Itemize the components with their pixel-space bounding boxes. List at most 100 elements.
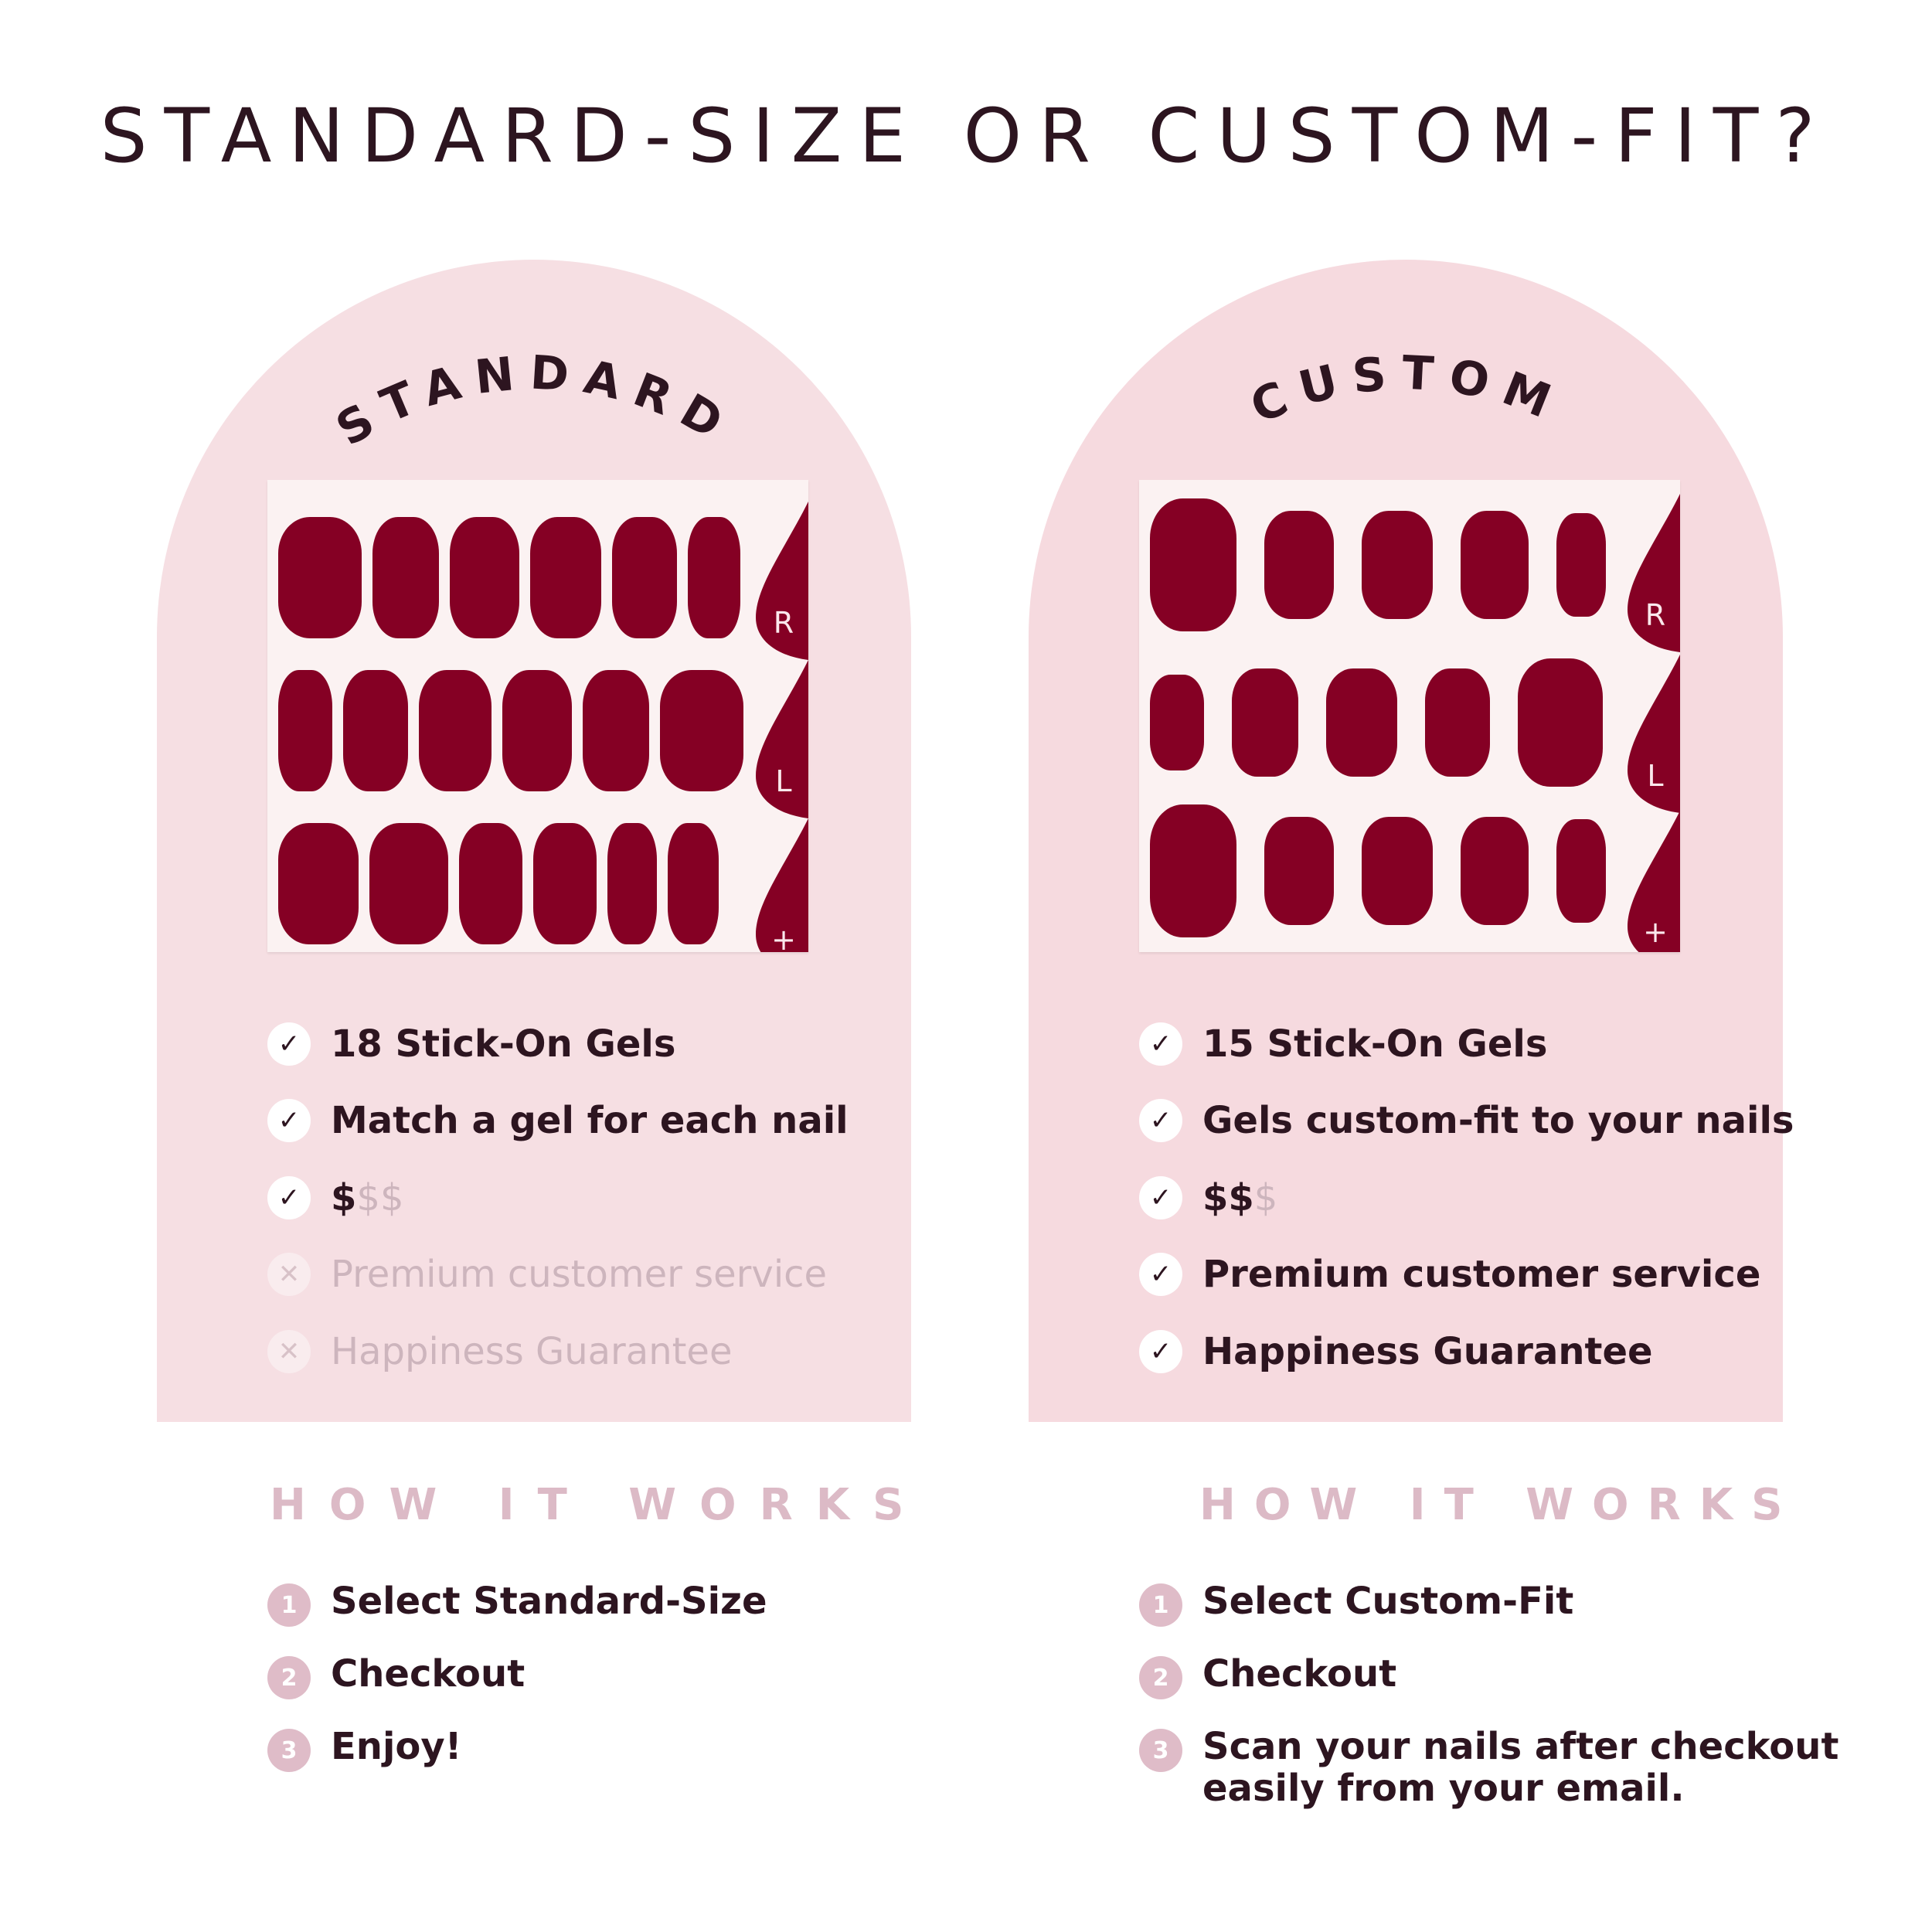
- step-number-badge: 3: [1139, 1729, 1182, 1772]
- custom-feature-list: ✓ 15 Stick-On Gels ✓ Gels custom-fit to yo…: [1139, 1005, 1794, 1390]
- price-active: $: [331, 1175, 357, 1219]
- nail-gel: [612, 517, 677, 638]
- feature-item: ✓ Gels custom-fit to your nails: [1139, 1083, 1794, 1160]
- step-text: Checkout: [1202, 1652, 1397, 1696]
- feature-text: Happiness Guarantee: [331, 1329, 733, 1373]
- feature-item: ✕ Premium customer service: [267, 1236, 849, 1314]
- cuticle-tab: [756, 818, 808, 952]
- nail-gel: [1556, 513, 1606, 617]
- custom-how-it-works-heading: HOW IT WORKS: [1199, 1480, 1801, 1530]
- feature-item: ✓ $$$: [267, 1159, 849, 1236]
- feature-text: Gels custom-fit to your nails: [1202, 1099, 1794, 1143]
- check-icon: ✓: [1139, 1329, 1182, 1373]
- nail-gel: [1150, 804, 1236, 937]
- feature-text: 15 Stick-On Gels: [1202, 1022, 1548, 1066]
- step-number-badge: 3: [267, 1729, 311, 1772]
- x-icon: ✕: [267, 1253, 311, 1297]
- check-icon: ✓: [1139, 1253, 1182, 1297]
- custom-label: CUSTOM: [1243, 346, 1557, 434]
- nail-gel: [459, 823, 522, 944]
- price-level: $$$: [1202, 1176, 1277, 1219]
- price-level: $$$: [331, 1176, 403, 1219]
- step-text: Scan your nails after checkout easily fr…: [1202, 1725, 1839, 1810]
- custom-nail-sheet: R L +: [1139, 480, 1680, 952]
- nail-gel: [1461, 511, 1529, 619]
- nail-gel: [530, 517, 601, 638]
- nail-gel: [533, 823, 597, 944]
- cuticle-tab: [1628, 655, 1680, 813]
- check-icon: ✓: [267, 1175, 311, 1219]
- nail-gel: [369, 823, 448, 944]
- nail-gel: [502, 670, 572, 791]
- check-icon: ✓: [1139, 1022, 1182, 1066]
- nail-gel: [668, 823, 719, 944]
- step-item: 3 Scan your nails after checkout easily f…: [1139, 1726, 1838, 1809]
- nail-gel: [688, 517, 740, 638]
- step-number-badge: 2: [267, 1656, 311, 1699]
- nail-gel: [1362, 511, 1433, 619]
- price-active: $$: [1202, 1175, 1254, 1219]
- nail-gel: [1461, 817, 1529, 925]
- nail-gel: [660, 670, 743, 791]
- feature-text: Happiness Guarantee: [1202, 1329, 1653, 1373]
- feature-item: ✓ 18 Stick-On Gels: [267, 1005, 849, 1083]
- nail-gel: [583, 670, 649, 791]
- nail-gel: [1425, 668, 1490, 777]
- step-item: 2 Checkout: [267, 1653, 767, 1699]
- tab-letter: L: [775, 764, 791, 798]
- feature-item: ✕ Happiness Guarantee: [267, 1313, 849, 1390]
- check-icon: ✓: [1139, 1099, 1182, 1143]
- step-text: Enjoy!: [331, 1725, 462, 1768]
- nail-gel: [1518, 658, 1603, 787]
- x-icon: ✕: [267, 1329, 311, 1373]
- standard-steps: 1 Select Standard-Size 2 Checkout 3 Enjoy!: [267, 1580, 767, 1798]
- feature-text: Premium customer service: [1202, 1253, 1761, 1297]
- tab-letter: L: [1647, 759, 1663, 793]
- custom-curved-label: CUSTOM: [1243, 346, 1557, 434]
- feature-text: Match a gel for each nail: [331, 1099, 849, 1143]
- nail-gel: [1556, 819, 1606, 923]
- feature-item: ✓ Match a gel for each nail: [267, 1083, 849, 1160]
- step-text: Select Standard-Size: [331, 1580, 767, 1623]
- feature-item: ✓ 15 Stick-On Gels: [1139, 1005, 1794, 1083]
- nail-gel: [1264, 511, 1334, 619]
- nail-gel: [343, 670, 408, 791]
- nail-gel: [1326, 668, 1397, 777]
- standard-how-it-works-heading: HOW IT WORKS: [270, 1480, 927, 1530]
- nail-gel: [1150, 498, 1236, 631]
- nail-gel: [1232, 668, 1298, 777]
- svg-text:STANDARD: STANDARD: [328, 345, 744, 457]
- cuticle-tab: [1628, 811, 1680, 952]
- feature-text: Premium customer service: [331, 1253, 828, 1297]
- price-inactive: $$: [356, 1175, 404, 1219]
- nail-sheet-drawing: R L +: [278, 502, 808, 952]
- cuticle-tab: [756, 660, 808, 818]
- feature-item: ✓ Premium customer service: [1139, 1236, 1794, 1314]
- standard-feature-list: ✓ 18 Stick-On Gels ✓ Match a gel for each …: [267, 1005, 849, 1390]
- page-title: STANDARD-SIZE OR CUSTOM-FIT?: [100, 93, 1832, 179]
- step-item: 1 Select Custom-Fit: [1139, 1580, 1838, 1627]
- nail-gel: [1362, 817, 1433, 925]
- tab-letter: R: [1645, 598, 1665, 632]
- nail-gel: [278, 517, 362, 638]
- step-item: 3 Enjoy!: [267, 1726, 767, 1772]
- nail-gel: [372, 517, 439, 638]
- standard-nail-sheet: R L +: [267, 480, 808, 952]
- tab-letter: R: [774, 606, 794, 640]
- cuticle-tab: [756, 502, 808, 660]
- check-icon: ✓: [267, 1099, 311, 1143]
- standard-card: STANDARD R L + ✓ 18 Stick-On Gels ✓ Match a …: [157, 260, 911, 1422]
- feature-item: ✓ $$$: [1139, 1159, 1794, 1236]
- nail-sheet-drawing: R L +: [1150, 494, 1680, 952]
- nail-gel: [1264, 817, 1334, 925]
- step-text: Checkout: [331, 1652, 526, 1696]
- standard-label: STANDARD: [328, 345, 730, 457]
- check-icon: ✓: [1139, 1175, 1182, 1219]
- tab-letter: +: [771, 923, 796, 952]
- custom-card: CUSTOM R L + ✓ 15 Stick-On Gels ✓ Gels custo…: [1029, 260, 1794, 1422]
- step-item: 1 Select Standard-Size: [267, 1580, 767, 1627]
- step-item: 2 Checkout: [1139, 1653, 1838, 1699]
- nail-gel: [419, 670, 492, 791]
- feature-text: 18 Stick-On Gels: [331, 1022, 676, 1066]
- nail-gel: [278, 670, 332, 791]
